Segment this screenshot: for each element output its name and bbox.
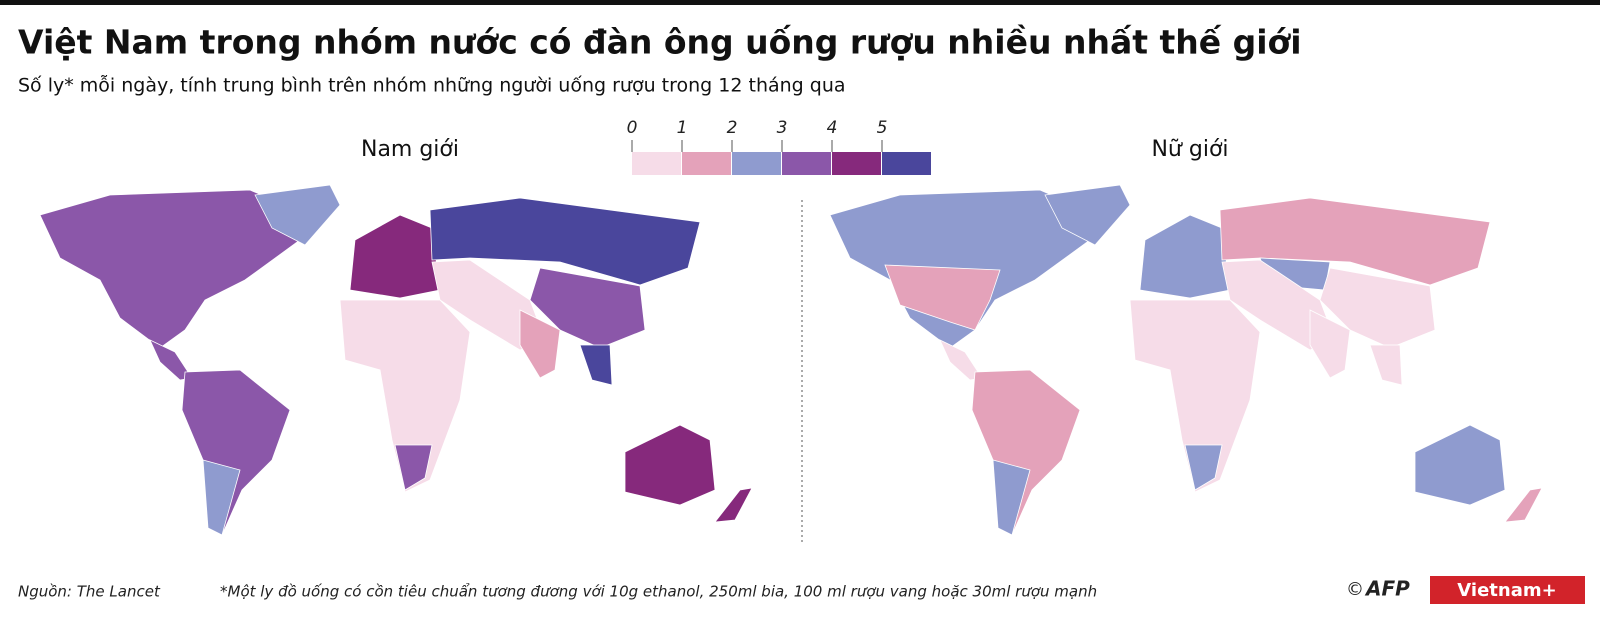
new-zealand (714, 487, 753, 523)
legend-tick-label: 3 (777, 118, 788, 138)
title: Việt Nam trong nhóm nước có đàn ông uống… (18, 23, 1302, 62)
greenland (1044, 184, 1131, 246)
map-women (829, 184, 1543, 536)
source: Nguồn: The Lancet (18, 583, 161, 601)
india (1309, 309, 1351, 379)
legend: 0 1 2 3 4 5 (627, 118, 931, 175)
africa (1129, 299, 1261, 493)
top-bar (0, 0, 1600, 5)
vietnamplus-badge (1430, 576, 1585, 604)
map-men (39, 184, 753, 536)
india (519, 309, 561, 379)
legend-tick-label: 1 (677, 118, 688, 138)
south-america-south (202, 459, 241, 536)
map-title: Nữ giới (1151, 137, 1228, 162)
south-america (181, 369, 291, 536)
subtitle: Số ly* mỗi ngày, tính trung bình trên nh… (18, 74, 846, 97)
legend-tick-label: 4 (827, 118, 838, 138)
africa-south (1184, 444, 1223, 491)
footnote: *Một ly đồ uống có cồn tiêu chuẩn tương … (220, 583, 1097, 601)
southeast-asia (579, 344, 613, 386)
legend-swatch (682, 152, 731, 175)
legend-swatch (732, 152, 781, 175)
copyright: © (1346, 579, 1364, 600)
europe (349, 214, 441, 299)
legend-swatch (882, 152, 931, 175)
afp-logo: AFP (1364, 577, 1410, 601)
south-america-south (992, 459, 1031, 536)
vietnamplus-logo: Vietnam+ (1457, 580, 1556, 601)
map-title: Nam giới (361, 137, 459, 162)
australia (1414, 424, 1506, 506)
africa (339, 299, 471, 493)
russia (429, 197, 701, 286)
europe (1139, 214, 1231, 299)
new-zealand (1504, 487, 1543, 523)
southeast-asia (1369, 344, 1403, 386)
russia (1219, 197, 1491, 286)
legend-swatch (632, 152, 681, 175)
legend-tick-label: 0 (627, 118, 638, 138)
greenland (254, 184, 341, 246)
usa (884, 264, 1001, 331)
legend-swatch (832, 152, 881, 175)
legend-tick-label: 5 (877, 118, 888, 138)
south-america (971, 369, 1081, 536)
australia (624, 424, 716, 506)
north-america (39, 189, 301, 349)
africa-south (394, 444, 433, 491)
legend-tick-label: 2 (727, 118, 738, 138)
legend-swatch (782, 152, 831, 175)
